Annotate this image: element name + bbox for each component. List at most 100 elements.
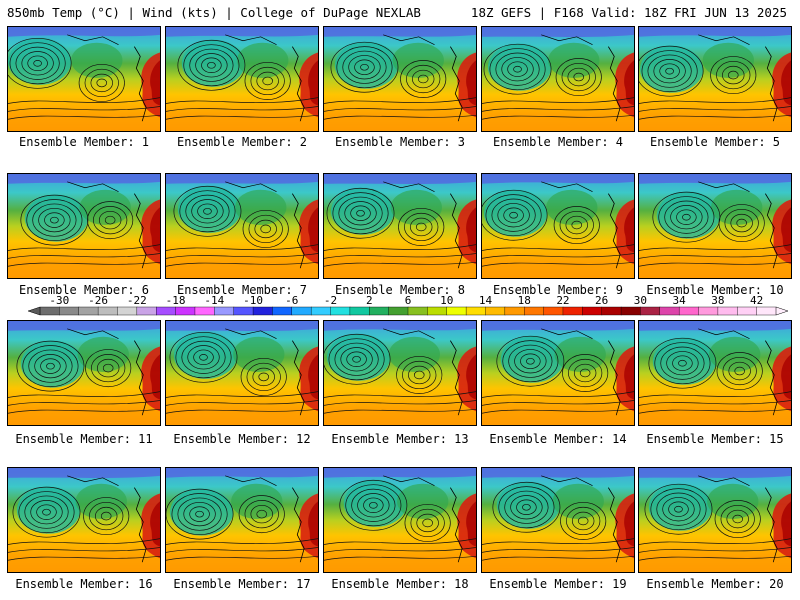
colorbar-tick-label: -6 <box>285 294 298 307</box>
coastline <box>449 193 463 269</box>
colorbar-tick-label: -22 <box>127 294 147 307</box>
colorbar-swatch <box>562 306 583 316</box>
ensemble-member-panel <box>481 26 635 132</box>
wind-contours <box>324 479 476 561</box>
colorbar-swatch <box>78 306 99 316</box>
wind-contours <box>324 41 476 120</box>
wind-contours <box>8 194 160 267</box>
cold-air-region <box>482 27 634 37</box>
chart-title: 850mb Temp (°C) | Wind (kts) | College o… <box>7 5 421 20</box>
ensemble-member-panel <box>323 467 477 573</box>
temperature-field <box>482 321 634 425</box>
ensemble-member-panel <box>7 320 161 426</box>
colorbar-swatch <box>504 306 525 316</box>
colorbar-tick-label: 42 <box>750 294 763 307</box>
coastline <box>607 340 621 416</box>
colorbar-tick-label: 2 <box>366 294 373 307</box>
colorbar-swatch <box>233 306 254 316</box>
ensemble-member-label: Ensemble Member: 17 <box>173 577 311 591</box>
wind-contours <box>482 335 634 414</box>
colorbar-swatch <box>194 306 215 316</box>
coastline <box>133 340 147 416</box>
coastline <box>291 487 305 563</box>
ensemble-member-panel <box>638 467 792 573</box>
colorbar-swatch <box>717 306 738 316</box>
ensemble-member-panel <box>7 467 161 573</box>
colorbar-swatch <box>465 306 486 316</box>
cold-air-region <box>8 27 160 37</box>
colorbar-swatch <box>407 306 428 316</box>
coastline <box>764 193 778 269</box>
colorbar-swatch <box>330 306 351 316</box>
ensemble-member-panel <box>165 467 319 573</box>
colorbar-swatch <box>136 306 157 316</box>
colorbar-swatch <box>59 306 80 316</box>
wind-contours <box>166 185 318 267</box>
ensemble-member-label: Ensemble Member: 16 <box>15 577 153 591</box>
ensemble-member-label: Ensemble Member: 7 <box>176 283 308 297</box>
wind-contours <box>639 337 791 414</box>
cold-air-region <box>639 468 791 478</box>
ensemble-member-panel <box>638 173 792 279</box>
wind-contours <box>639 483 791 561</box>
cold-air-region <box>166 468 318 478</box>
ensemble-member-panel <box>7 173 161 279</box>
ensemble-member-label: Ensemble Member: 15 <box>646 432 784 446</box>
cold-air-region <box>482 321 634 331</box>
coastline <box>449 340 463 416</box>
cold-air-region <box>482 468 634 478</box>
cold-air-region <box>166 27 318 37</box>
wind-contours <box>8 340 160 414</box>
colorbar-swatch <box>214 306 235 316</box>
colorbar-tick-label: 34 <box>673 294 687 307</box>
wind-contours <box>639 191 791 267</box>
coastline <box>449 46 463 122</box>
wind-contours <box>324 187 476 267</box>
colorbar-swatch <box>117 306 138 316</box>
wind-contours <box>324 333 476 414</box>
ensemble-member-panel <box>7 26 161 132</box>
ensemble-member-label: Ensemble Member: 13 <box>331 432 469 446</box>
ensemble-member-label: Ensemble Member: 10 <box>646 283 784 297</box>
colorbar-tick-label: -14 <box>204 294 224 307</box>
colorbar-swatch <box>291 306 312 316</box>
ensemble-member-panel <box>481 467 635 573</box>
coastline <box>764 46 778 122</box>
colorbar-swatch <box>349 306 370 316</box>
colorbar-tick-label: 6 <box>405 294 412 307</box>
temperature-colorbar: -30 -26 -22 -18 -14 -10 -6 -2 2 6 10 14 18 22 26 30 34 38… <box>28 294 788 316</box>
ensemble-member-panel <box>165 320 319 426</box>
coastline <box>133 193 147 269</box>
colorbar-tick-label: 30 <box>634 294 647 307</box>
colorbar-tick-label: -10 <box>243 294 263 307</box>
ensemble-member-panel <box>323 173 477 279</box>
colorbar-min-arrow <box>28 306 41 316</box>
ensemble-member-label: Ensemble Member: 18 <box>331 577 469 591</box>
colorbar-swatch <box>756 306 777 316</box>
colorbar-swatch <box>252 306 273 316</box>
colorbar-max-arrow <box>775 306 788 316</box>
coastline <box>607 193 621 269</box>
coastline <box>291 46 305 122</box>
cold-air-region <box>324 321 476 331</box>
colorbar-swatch <box>659 306 680 316</box>
colorbar-tick-label: 10 <box>440 294 453 307</box>
colorbar-swatch <box>582 306 603 316</box>
cold-air-region <box>482 174 634 184</box>
colorbar-swatch <box>543 306 564 316</box>
cold-air-region <box>639 321 791 331</box>
cold-air-region <box>324 174 476 184</box>
wind-contours <box>166 488 318 561</box>
ensemble-member-panel <box>481 173 635 279</box>
colorbar-swatch <box>97 306 118 316</box>
cold-air-region <box>639 174 791 184</box>
colorbar-swatch <box>601 306 622 316</box>
colorbar-tick-label: 22 <box>556 294 569 307</box>
ensemble-member-label: Ensemble Member: 4 <box>492 135 624 149</box>
cold-air-region <box>8 468 160 478</box>
ensemble-member-label: Ensemble Member: 20 <box>646 577 784 591</box>
wind-contours <box>8 486 160 561</box>
coastline <box>764 340 778 416</box>
colorbar-swatch <box>388 306 409 316</box>
